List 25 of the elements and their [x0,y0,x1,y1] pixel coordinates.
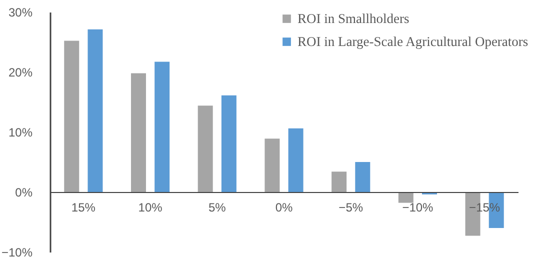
x-tick-label: 0% [275,200,293,214]
y-tick-label: 20% [8,66,33,80]
bar [398,192,414,203]
y-tick-label: −10% [1,246,33,260]
bar [221,95,236,192]
bar [154,62,170,192]
bar [64,40,80,192]
x-tick-label: 15% [71,200,96,214]
x-tick-label: 10% [138,200,163,214]
legend-label: ROI in Large-Scale Agricultural Operators [298,34,528,49]
y-tick-label: 10% [8,126,33,140]
bar [130,73,146,192]
bar [355,162,370,192]
bar [88,29,103,192]
bar [264,138,280,192]
x-tick-label: −5% [338,200,364,214]
legend-label: ROI in Smallholders [298,10,410,26]
y-tick-label: 30% [8,6,33,20]
bar [288,128,304,192]
bar [198,106,213,192]
x-tick-label: 5% [208,200,226,214]
x-tick-label: −15% [469,200,500,214]
x-tick-label: −10% [402,200,434,214]
bar [332,172,347,192]
y-tick-label: 0% [15,186,33,200]
